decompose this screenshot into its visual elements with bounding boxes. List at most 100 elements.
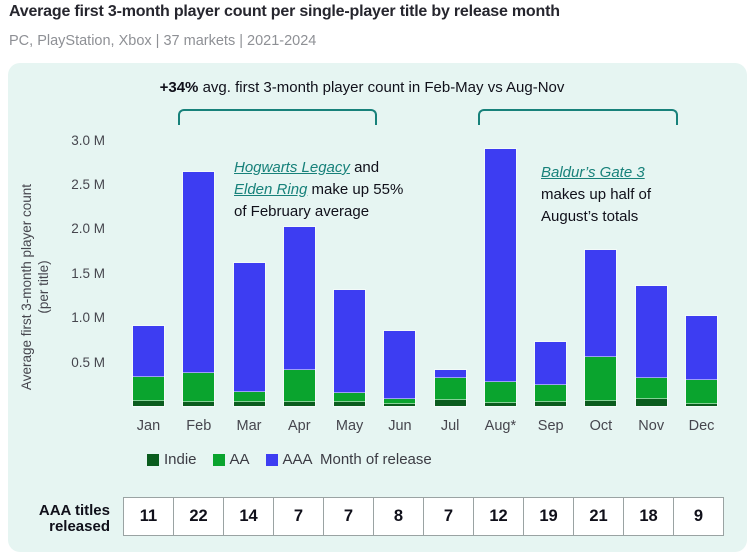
x-tick-oct: Oct <box>589 418 613 434</box>
x-tick-nov: Nov <box>638 418 665 434</box>
legend-swatch-icon-indie <box>147 453 159 466</box>
bar-segment-aaa-mar <box>233 263 265 392</box>
bar-segment-aa-jun <box>384 398 416 405</box>
bar-segment-indie-sep <box>535 401 567 406</box>
bar-jul <box>434 369 466 406</box>
y-tick-1.5: 1.5 M <box>71 265 105 281</box>
legend-label-indie: Indie <box>164 451 197 468</box>
y-tick-2: 2.0 M <box>71 221 105 237</box>
chart-plot-area: +34% avg. first 3-month player count in … <box>8 63 747 552</box>
bar-mar <box>233 263 265 406</box>
legend-label-aaa: AAA <box>282 451 313 468</box>
page-subtitle: PC, PlayStation, Xbox | 37 markets | 202… <box>9 33 317 49</box>
table-cell-jul: 7 <box>423 497 474 536</box>
bar-segment-aaa-jan <box>133 326 164 377</box>
bar-feb <box>183 171 215 406</box>
table-cell-oct: 21 <box>573 497 624 536</box>
bar-segment-aa-sep <box>535 384 567 402</box>
bar-dec <box>686 316 717 406</box>
bar-segment-aa-feb <box>183 373 215 402</box>
range-bracket-aug-nov <box>478 109 678 125</box>
table-cell-jan: 11 <box>123 497 174 536</box>
bar-segment-indie-mar <box>233 401 265 406</box>
table-cell-may: 7 <box>323 497 374 536</box>
bar-segment-aa-nov <box>635 377 667 399</box>
bar-segment-aaa-apr <box>283 226 315 370</box>
game-title-link[interactable]: Hogwarts Legacy <box>234 159 350 176</box>
table-cell-nov: 18 <box>623 497 674 536</box>
y-tick-0.5: 0.5 M <box>71 354 105 370</box>
chart-headline: +34% avg. first 3-month player count in … <box>92 79 632 96</box>
x-tick-jul: Jul <box>440 418 460 434</box>
bar-sep <box>535 342 567 406</box>
bar-segment-aa-oct <box>585 357 617 401</box>
bar-segment-indie-jan <box>133 400 164 406</box>
annotation-february: Hogwarts Legacy and Elden Ring make up 5… <box>234 157 419 223</box>
x-axis-title: Month of release <box>320 451 432 468</box>
bar-segment-aaa-oct <box>585 249 617 358</box>
bar-segment-aa-apr <box>283 369 315 402</box>
game-title-link[interactable]: Baldur’s Gate 3 <box>541 164 645 181</box>
legend-item-aa: AA <box>212 451 250 468</box>
table-cell-mar: 14 <box>223 497 274 536</box>
legend-swatch-icon-aaa <box>265 453 278 466</box>
x-tick-mar: Mar <box>236 418 262 434</box>
annotation-text: makes up half of August’s totals <box>541 186 652 225</box>
x-tick-feb: Feb <box>186 418 212 434</box>
aaa-titles-table: 11 22 14 7 7 8 7 12 19 21 18 9 <box>123 497 724 536</box>
legend-label-aa: AA <box>229 451 250 468</box>
bar-oct <box>585 249 617 406</box>
x-tick-may: May <box>335 418 364 434</box>
bar-segment-aa-dec <box>686 380 717 405</box>
bar-segment-aaa-dec <box>686 316 717 381</box>
bar-segment-aa-mar <box>233 391 265 402</box>
y-tick-3: 3.0 M <box>71 132 105 148</box>
bar-segment-aa-jan <box>133 376 164 401</box>
table-cell-sep: 19 <box>523 497 574 536</box>
chart-panel: +34% avg. first 3-month player count in … <box>8 63 747 552</box>
annotation-text: make up 55% of February average <box>234 181 404 220</box>
legend-item-aaa: AAA <box>265 451 313 468</box>
bar-segment-indie-jul <box>434 399 466 406</box>
bar-segment-indie-feb <box>183 401 215 406</box>
bar-segment-aa-may <box>334 392 366 402</box>
bar-segment-aa-jul <box>434 377 466 400</box>
table-cell-aug: 12 <box>473 497 524 536</box>
x-tick-sep: Sep <box>537 418 564 434</box>
legend-item-indie: Indie <box>147 451 197 468</box>
bar-segment-aaa-may <box>334 289 366 393</box>
table-cell-dec: 9 <box>673 497 724 536</box>
bar-apr <box>283 226 315 406</box>
bar-segment-aaa-aug <box>484 149 516 383</box>
x-tick-aug: Aug* <box>484 418 517 434</box>
x-tick-jan: Jan <box>136 418 161 434</box>
table-cell-apr: 7 <box>273 497 324 536</box>
bar-segment-indie-nov <box>635 398 667 406</box>
x-tick-dec: Dec <box>688 418 715 434</box>
bar-segment-aaa-jul <box>434 369 466 378</box>
bar-segment-aaa-feb <box>183 171 215 374</box>
y-tick-2.5: 2.5 M <box>71 177 105 192</box>
y-tick-1: 1.0 M <box>71 310 105 326</box>
annotation-text: and <box>349 159 380 176</box>
bar-segment-indie-dec <box>686 404 717 406</box>
bar-segment-aaa-sep <box>535 342 567 385</box>
bar-aug <box>484 149 516 406</box>
bar-segment-aaa-jun <box>384 330 416 399</box>
table-cell-feb: 22 <box>173 497 224 536</box>
game-title-link[interactable]: Elden Ring <box>234 181 308 198</box>
x-tick-jun: Jun <box>388 418 412 434</box>
bar-jan <box>133 326 164 406</box>
headline-text: avg. first 3-month player count in Feb-M… <box>198 79 565 96</box>
table-label: AAA titles released <box>38 502 110 535</box>
page-title: Average first 3-month player count per s… <box>9 3 560 20</box>
bar-nov <box>635 286 667 406</box>
bar-may <box>334 289 366 406</box>
x-tick-apr: Apr <box>288 418 311 434</box>
bar-segment-indie-may <box>334 401 366 406</box>
bar-segment-indie-apr <box>283 401 315 406</box>
annotation-august: Baldur’s Gate 3 makes up half of August’… <box>541 162 681 228</box>
bar-segment-aaa-nov <box>635 286 667 378</box>
headline-highlight: +34% <box>159 79 199 96</box>
